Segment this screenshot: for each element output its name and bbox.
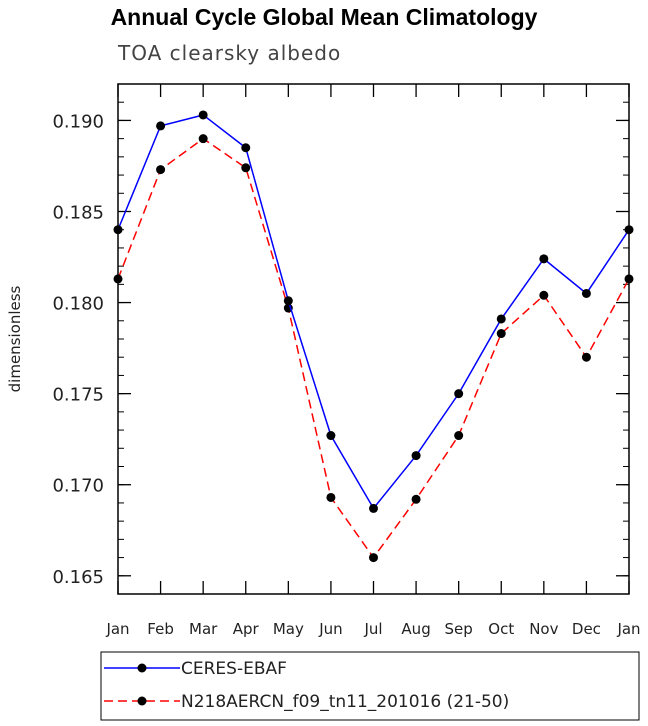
data-point bbox=[369, 503, 378, 513]
data-point bbox=[198, 110, 208, 120]
y-tick-label: 0.170 bbox=[52, 476, 104, 497]
data-point bbox=[198, 134, 208, 144]
y-tick-label: 0.190 bbox=[52, 111, 104, 132]
data-point bbox=[113, 225, 123, 235]
data-point bbox=[369, 553, 378, 563]
data-point bbox=[156, 165, 166, 175]
data-point bbox=[411, 494, 421, 504]
data-point bbox=[326, 431, 336, 441]
y-tick-label: 0.180 bbox=[52, 294, 104, 315]
x-tick-label: Apr bbox=[233, 620, 260, 638]
series-line bbox=[117, 114, 630, 510]
data-point bbox=[411, 451, 421, 461]
x-tick-label: Feb bbox=[147, 620, 174, 638]
data-point bbox=[581, 352, 591, 362]
x-tick-label: Mar bbox=[189, 620, 218, 638]
legend-label: CERES-EBAF bbox=[181, 659, 287, 679]
y-tick-label: 0.175 bbox=[52, 385, 104, 406]
data-point bbox=[539, 290, 549, 300]
x-tick-label: Jun bbox=[318, 620, 342, 638]
data-point bbox=[156, 121, 166, 131]
x-tick-label: Jul bbox=[363, 620, 382, 638]
data-point bbox=[624, 274, 634, 284]
chart-subtitle: TOA clearsky albedo bbox=[118, 41, 342, 65]
data-point bbox=[454, 389, 464, 399]
x-tick-label: Sep bbox=[445, 620, 473, 638]
data-point bbox=[496, 329, 506, 339]
y-tick-label: 0.185 bbox=[52, 203, 104, 224]
x-tick-label: Aug bbox=[401, 620, 430, 638]
data-point bbox=[241, 163, 251, 173]
x-tick-label: Dec bbox=[572, 620, 601, 638]
data-point bbox=[326, 492, 336, 502]
legend-marker bbox=[137, 663, 147, 673]
x-tick-label: May bbox=[273, 620, 304, 638]
legend-label: N218AERCN_f09_tn11_201016 (21-50) bbox=[181, 692, 509, 712]
chart-title: Annual Cycle Global Mean Climatology bbox=[110, 4, 538, 30]
x-tick-label: Nov bbox=[529, 620, 558, 638]
data-point bbox=[496, 314, 506, 324]
legend-box bbox=[100, 651, 640, 721]
data-point bbox=[241, 143, 251, 153]
x-tick-label: Jan bbox=[616, 620, 640, 638]
legend-marker bbox=[137, 696, 147, 706]
data-point bbox=[624, 225, 634, 235]
data-point bbox=[113, 274, 123, 284]
data-point bbox=[454, 431, 464, 441]
plot-frame bbox=[117, 83, 630, 595]
x-tick-label: Oct bbox=[488, 620, 514, 638]
data-point bbox=[283, 296, 293, 306]
data-point bbox=[581, 288, 591, 298]
series-line bbox=[117, 137, 630, 559]
data-point bbox=[539, 254, 549, 264]
y-tick-label: 0.165 bbox=[52, 567, 104, 588]
x-tick-label: Jan bbox=[105, 620, 129, 638]
y-axis-label: dimensionless bbox=[6, 285, 24, 392]
